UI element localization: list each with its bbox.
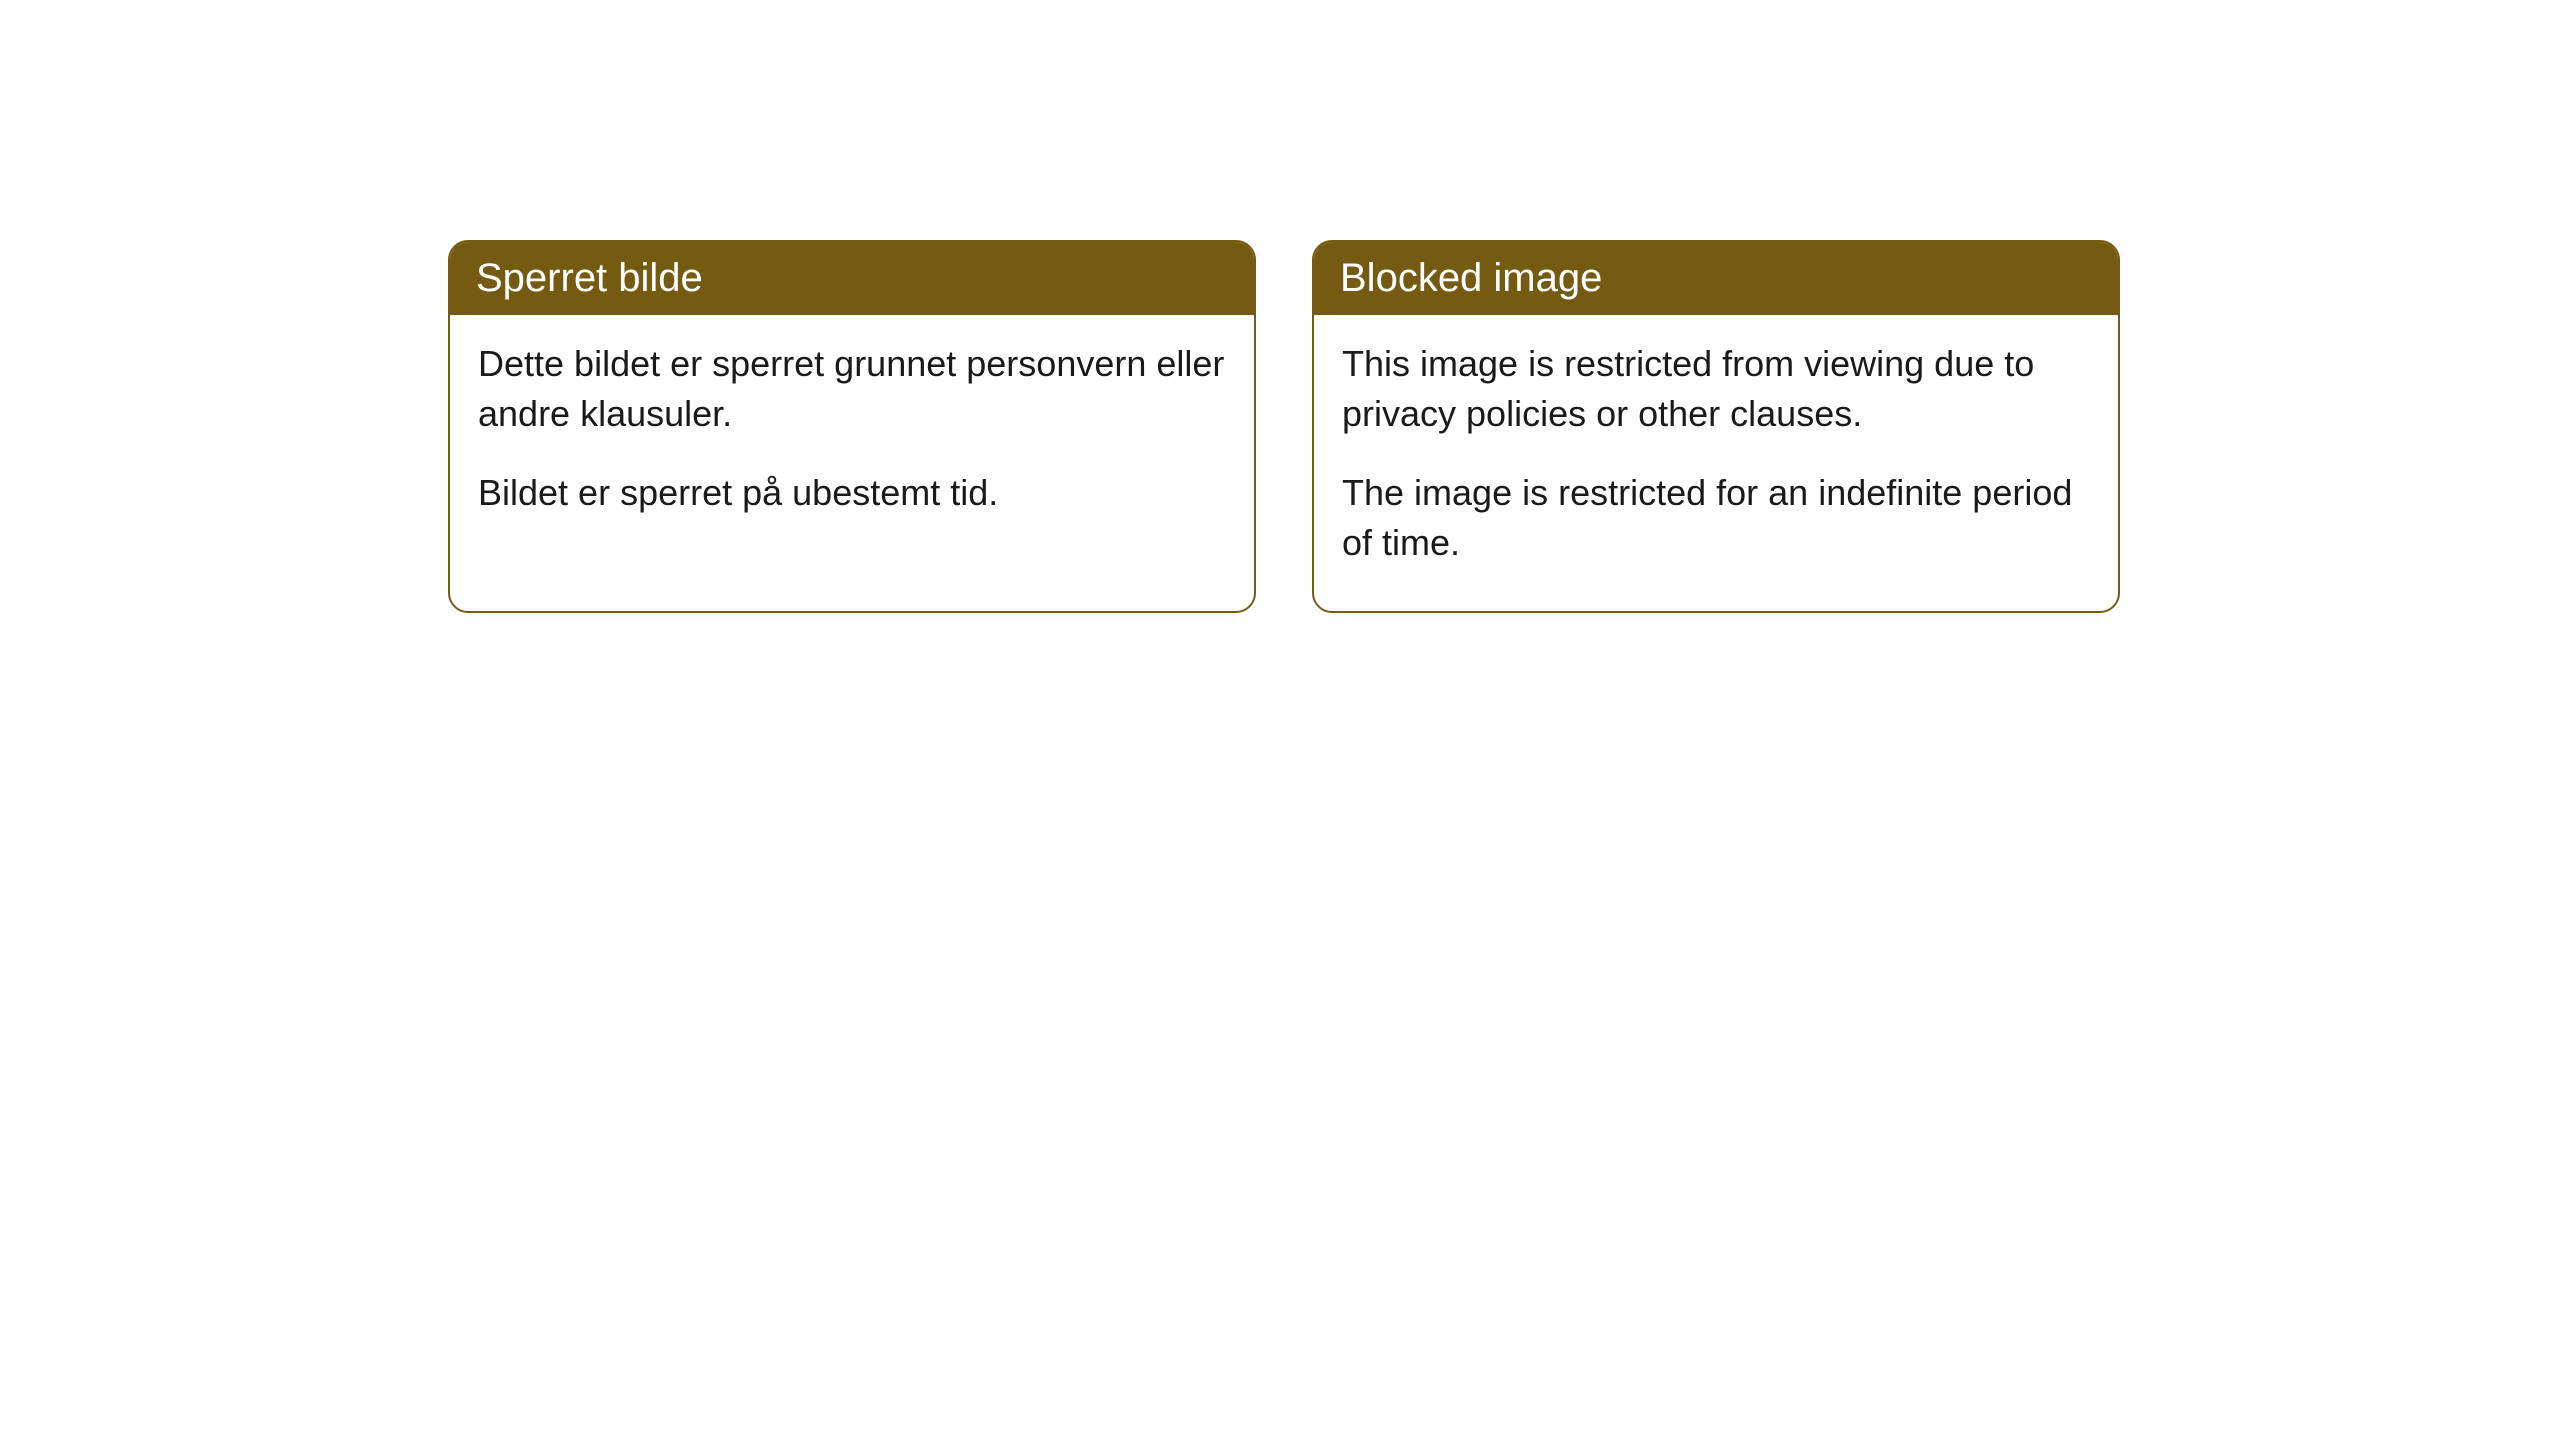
- card-paragraph: This image is restricted from viewing du…: [1342, 339, 2090, 440]
- blocked-image-card-norwegian: Sperret bilde Dette bildet er sperret gr…: [448, 240, 1256, 613]
- card-paragraph: Dette bildet er sperret grunnet personve…: [478, 339, 1226, 440]
- card-paragraph: Bildet er sperret på ubestemt tid.: [478, 468, 1226, 518]
- card-header: Blocked image: [1314, 242, 2118, 315]
- card-title: Blocked image: [1340, 256, 1602, 300]
- card-paragraph: The image is restricted for an indefinit…: [1342, 468, 2090, 569]
- cards-container: Sperret bilde Dette bildet er sperret gr…: [0, 0, 2560, 613]
- card-title: Sperret bilde: [476, 256, 703, 300]
- blocked-image-card-english: Blocked image This image is restricted f…: [1312, 240, 2120, 613]
- card-header: Sperret bilde: [450, 242, 1254, 315]
- card-body: This image is restricted from viewing du…: [1314, 315, 2118, 611]
- card-body: Dette bildet er sperret grunnet personve…: [450, 315, 1254, 560]
